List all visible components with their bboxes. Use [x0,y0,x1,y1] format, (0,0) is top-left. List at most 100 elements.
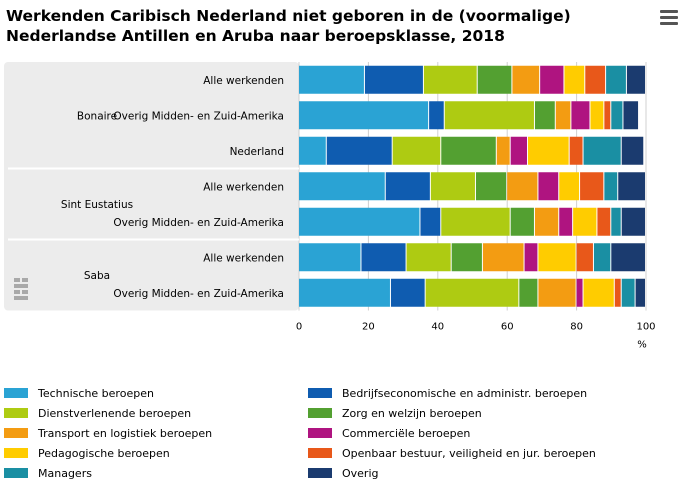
legend-item[interactable]: Openbaar bestuur, veiligheid en jur. ber… [308,446,596,460]
legend-item[interactable]: Dienstverlenende beroepen [4,406,191,420]
category-label: Nederland [230,146,284,158]
legend-item[interactable]: Technische beroepen [4,386,154,400]
legend-label: Openbaar bestuur, veiligheid en jur. ber… [342,446,596,460]
legend-swatch [308,388,332,398]
legend-item[interactable]: Pedagogische beroepen [4,446,170,460]
bar-segment [611,101,623,130]
chart-title: Werkenden Caribisch Nederland niet gebor… [6,6,571,46]
legend-swatch [308,428,332,438]
legend-label: Commerciële beroepen [342,426,471,440]
bar-segment [583,136,621,165]
bar-segment [635,278,645,307]
bar-segment [512,65,540,94]
bar-segment [576,243,593,272]
legend-item[interactable]: Commerciële beroepen [308,426,470,440]
bar-segment [606,65,626,94]
bar-segment [507,172,538,201]
bar-segment [593,243,611,272]
bar-segment [604,101,611,130]
bar-segment [390,278,425,307]
legend-item[interactable]: Transport en logistiek beroepen [4,426,212,440]
bar-segment [626,65,645,94]
legend-label: Transport en logistiek beroepen [38,426,213,440]
bar-segment [361,243,406,272]
group-label: Bonaire [77,110,117,122]
bar-segment [441,136,496,165]
legend-item[interactable]: Managers [4,466,92,480]
bar-segment [299,172,385,201]
legend-swatch [308,408,332,418]
bar-segment [299,136,326,165]
bar-segment [559,207,573,236]
legend-label: Managers [38,466,92,480]
x-tick-label: 80 [570,322,583,333]
bar-segment [451,243,482,272]
bar-segment [496,136,510,165]
x-tick-label: 0 [296,322,302,333]
bar-segment [299,65,364,94]
chart-title-line-2: Nederlandse Antillen en Aruba naar beroe… [6,27,505,45]
bar-segment [519,278,538,307]
bar-segment [621,278,635,307]
chart-title-line-1: Werkenden Caribisch Nederland niet gebor… [6,7,571,25]
bar-segment [576,278,583,307]
legend-swatch [4,388,28,398]
legend-swatch [308,468,332,478]
bar-segment [538,278,576,307]
bar-segment [555,101,571,130]
legend-item[interactable]: Overig [308,466,379,480]
legend-label: Bedrijfseconomische en administr. beroep… [342,386,588,400]
bar-segment [590,101,604,130]
legend-swatch [4,468,28,478]
bar-segment [538,243,576,272]
bar-segment [604,172,618,201]
bar-segment [528,136,569,165]
bar-segment [441,207,510,236]
legend-swatch [4,428,28,438]
bar-segment [429,101,444,130]
bar-segment [385,172,430,201]
category-panel [4,62,299,311]
x-tick-label: 100 [636,322,655,333]
bar-segment [482,243,524,272]
bar-segment [538,172,559,201]
x-axis-label: % [637,340,647,351]
bar-segment [611,243,645,272]
bar-segment [621,136,644,165]
legend-swatch [4,448,28,458]
bar-segment [392,136,441,165]
bar-segment [559,172,580,201]
category-label: Alle werkenden [203,181,284,193]
bar-segment [430,172,475,201]
x-tick-label: 60 [501,322,514,333]
group-label: Sint Eustatius [61,199,133,211]
category-label: Alle werkenden [203,252,284,264]
bar-segment [534,207,559,236]
hamburger-menu-icon[interactable] [660,10,678,26]
legend-label: Overig [342,466,379,480]
category-label: Overig Midden- en Zuid-Amerika [113,110,284,122]
legend-item[interactable]: Bedrijfseconomische en administr. beroep… [308,386,587,400]
bar-segment [406,243,451,272]
bar-segment [573,207,597,236]
bar-segment [614,278,621,307]
bar-segment [583,278,614,307]
category-label: Overig Midden- en Zuid-Amerika [113,288,284,300]
legend-swatch [4,408,28,418]
bar-segment [585,65,606,94]
x-tick-label: 20 [362,322,375,333]
legend-item[interactable]: Zorg en welzijn beroepen [308,406,482,420]
legend-swatch [308,448,332,458]
bar-segment [364,65,423,94]
group-label: Saba [84,270,110,282]
x-tick-label: 40 [431,322,444,333]
bar-segment [420,207,441,236]
bar-segment [564,65,585,94]
bar-segment [571,101,590,130]
category-label: Overig Midden- en Zuid-Amerika [113,217,284,229]
bar-segment [299,101,429,130]
bar-segment [444,101,534,130]
bar-segment [510,136,528,165]
bar-segment [580,172,604,201]
bar-segment [423,65,477,94]
